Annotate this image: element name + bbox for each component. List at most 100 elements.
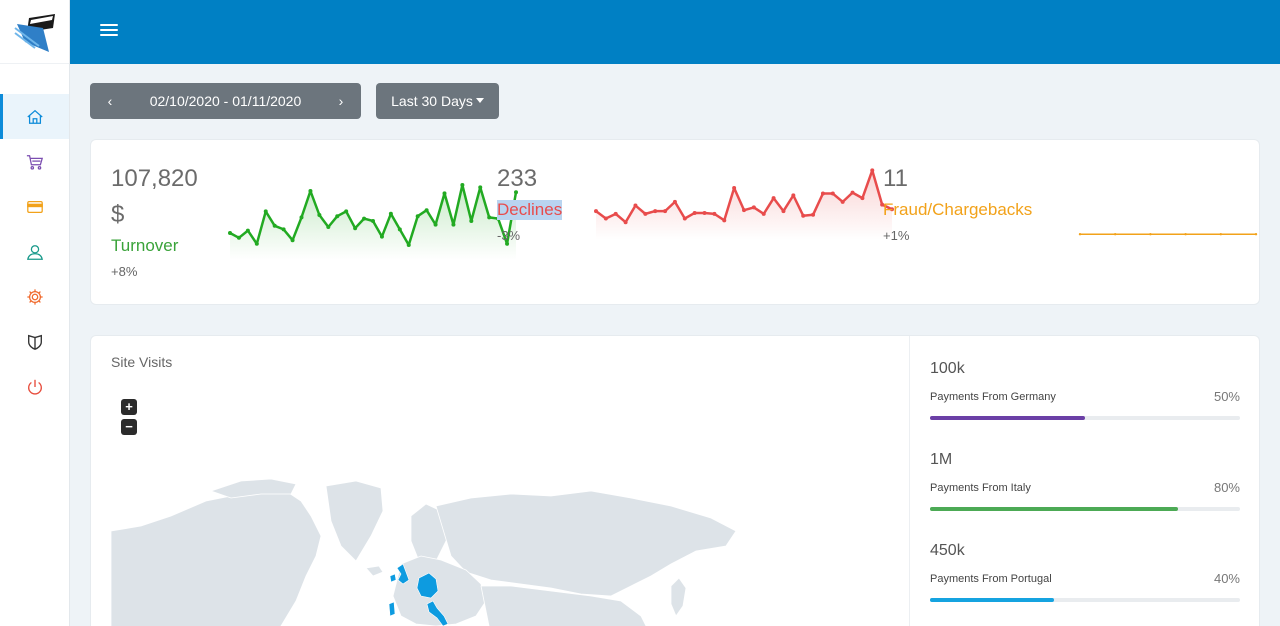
fraud-value: 11: [883, 165, 908, 192]
turnover-data-point: [415, 214, 420, 219]
sidebar-item-user[interactable]: [0, 229, 69, 274]
hamburger-icon[interactable]: [100, 21, 118, 37]
turnover-sparkline: [228, 183, 518, 260]
declines-data-point: [840, 199, 845, 204]
turnover-data-point: [245, 228, 250, 233]
sidebar-item-power[interactable]: [0, 364, 69, 409]
turnover-data-point: [335, 214, 340, 219]
turnover-data-point: [254, 241, 259, 246]
fraud-data-point: [1114, 233, 1117, 236]
turnover-data-point: [263, 209, 268, 214]
map-country-ireland: [389, 573, 397, 583]
declines-data-point: [653, 209, 658, 214]
site-visits-card: Site Visits + − 100k Payments From Germa…: [90, 335, 1260, 626]
payment-percent: 40%: [1213, 571, 1240, 586]
turnover-data-point: [362, 216, 367, 221]
declines-data-point: [643, 211, 648, 216]
sidebar-item-cart[interactable]: [0, 139, 69, 184]
declines-data-point: [771, 196, 776, 201]
declines-data-point: [663, 209, 668, 214]
logo[interactable]: [0, 0, 69, 64]
declines-data-point: [761, 211, 766, 216]
card-divider: [909, 336, 910, 626]
map-country-germany: [416, 572, 439, 599]
turnover-data-point: [308, 189, 313, 193]
stats-card: 107,820 $ Turnover +8% 233 Declines -3% …: [90, 139, 1260, 305]
payment-progress-fill: [930, 507, 1178, 511]
payment-percent: 80%: [1213, 480, 1240, 495]
payment-amount: 450k: [930, 542, 965, 559]
turnover-data-point: [451, 222, 456, 227]
caret-down-icon: [475, 97, 484, 103]
period-preset-dropdown[interactable]: Last 30 Days: [376, 83, 499, 119]
turnover-data-point: [460, 183, 465, 187]
declines-data-point: [890, 207, 894, 212]
map-zoom-out-button[interactable]: −: [121, 419, 137, 435]
declines-data-point: [692, 210, 697, 215]
turnover-data-point: [478, 185, 483, 190]
fraud-data-point: [1254, 233, 1258, 236]
map-zoom-in-button[interactable]: +: [121, 399, 137, 415]
map-region-north-america: [111, 487, 322, 626]
date-range-picker[interactable]: ‹ 02/10/2020 - 01/11/2020 ›: [90, 83, 361, 119]
turnover-data-point: [353, 226, 358, 231]
declines-data-point: [850, 190, 855, 195]
declines-data-point: [791, 193, 796, 198]
turnover-data-point: [424, 208, 429, 213]
payment-amount: 100k: [930, 360, 965, 377]
declines-data-point: [751, 205, 756, 210]
turnover-data-point: [290, 238, 295, 243]
declines-data-point: [682, 216, 687, 221]
top-bar: [70, 0, 1280, 64]
turnover-data-point: [388, 211, 393, 216]
declines-sparkline: [594, 168, 894, 240]
turnover-data-point: [228, 231, 232, 235]
declines-data-point: [613, 211, 618, 216]
payment-item: 450k Payments From Portugal 40%: [930, 542, 1240, 602]
declines-data-point: [603, 216, 608, 221]
gear-icon: [26, 288, 43, 305]
turnover-data-point: [406, 243, 411, 247]
turnover-data-point: [299, 215, 304, 220]
turnover-data-point: [272, 223, 277, 228]
turnover-data-point: [326, 225, 331, 229]
sidebar-item-settings[interactable]: [0, 274, 69, 319]
declines-value: 233: [497, 165, 538, 192]
declines-data-point: [820, 191, 825, 196]
turnover-data-point: [505, 241, 510, 246]
declines-data-point: [702, 210, 707, 215]
turnover-data-point: [433, 222, 438, 227]
home-icon: [26, 109, 43, 124]
payment-progress-bar: [930, 416, 1240, 420]
world-map[interactable]: [111, 476, 751, 626]
map-country-portugal: [388, 601, 396, 617]
declines-data-point: [870, 168, 875, 173]
declines-data-point: [801, 213, 806, 218]
payment-progress-bar: [930, 507, 1240, 511]
declines-change: -3%: [497, 228, 521, 243]
declines-data-point: [781, 209, 786, 214]
sidebar-item-card[interactable]: [0, 184, 69, 229]
fraud-data-point: [1149, 233, 1152, 236]
map-country-uk: [396, 563, 410, 585]
payment-item: 100k Payments From Germany 50%: [930, 360, 1240, 420]
declines-data-point: [623, 220, 628, 225]
payment-label: Payments From Portugal: [930, 573, 1052, 585]
date-range-label: 02/10/2020 - 01/11/2020: [149, 93, 302, 109]
turnover-value: 107,820: [111, 165, 198, 192]
sidebar-item-shield[interactable]: [0, 319, 69, 364]
prev-period-button[interactable]: ‹: [107, 93, 113, 109]
turnover-data-point: [281, 227, 286, 232]
sidebar: [0, 0, 70, 626]
declines-data-point: [742, 208, 746, 213]
map-region-japan: [670, 577, 687, 617]
payment-progress-bar: [930, 598, 1240, 602]
declines-label: Declines: [497, 200, 563, 220]
fraud-data-point: [1078, 233, 1082, 236]
sidebar-nav: [0, 94, 69, 409]
declines-data-point: [633, 203, 638, 208]
next-period-button[interactable]: ›: [338, 93, 344, 109]
sidebar-item-home[interactable]: [0, 94, 69, 139]
shopping-cart-icon: [26, 154, 43, 170]
fraud-change: +1%: [883, 228, 910, 243]
